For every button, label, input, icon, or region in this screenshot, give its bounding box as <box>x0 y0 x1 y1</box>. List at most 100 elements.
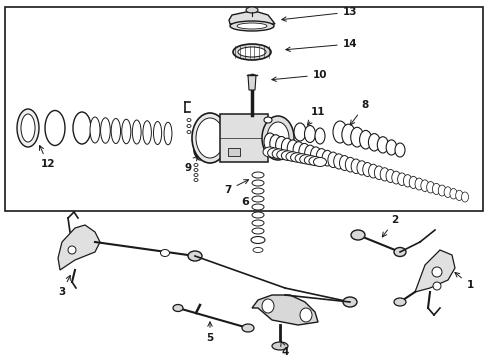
Ellipse shape <box>304 126 316 143</box>
Ellipse shape <box>386 170 395 183</box>
Ellipse shape <box>315 128 325 144</box>
Ellipse shape <box>294 123 306 141</box>
Text: 10: 10 <box>272 70 327 81</box>
Ellipse shape <box>395 143 405 157</box>
Bar <box>228 148 240 156</box>
Ellipse shape <box>357 161 367 175</box>
Ellipse shape <box>333 121 347 143</box>
Ellipse shape <box>164 122 172 145</box>
Ellipse shape <box>264 133 276 151</box>
Ellipse shape <box>363 162 372 176</box>
Ellipse shape <box>275 136 287 154</box>
Text: 8: 8 <box>350 100 368 125</box>
Ellipse shape <box>173 305 183 311</box>
Ellipse shape <box>230 21 274 31</box>
Ellipse shape <box>409 176 417 189</box>
Ellipse shape <box>194 168 198 171</box>
Ellipse shape <box>233 44 271 60</box>
Ellipse shape <box>343 297 357 307</box>
Ellipse shape <box>270 135 282 153</box>
Ellipse shape <box>397 173 406 185</box>
Ellipse shape <box>432 267 442 277</box>
Text: 6: 6 <box>241 197 249 207</box>
Ellipse shape <box>277 150 291 159</box>
Ellipse shape <box>360 130 372 149</box>
Ellipse shape <box>462 192 468 202</box>
Ellipse shape <box>143 121 151 144</box>
Ellipse shape <box>194 163 198 166</box>
Polygon shape <box>229 12 275 24</box>
Ellipse shape <box>188 251 202 261</box>
Ellipse shape <box>433 282 441 290</box>
Text: 7: 7 <box>224 180 248 195</box>
Ellipse shape <box>242 324 254 332</box>
Ellipse shape <box>334 154 344 169</box>
Ellipse shape <box>300 155 313 164</box>
Ellipse shape <box>45 111 65 145</box>
Ellipse shape <box>251 237 265 243</box>
Ellipse shape <box>300 308 312 322</box>
Polygon shape <box>252 295 318 325</box>
Ellipse shape <box>281 151 295 161</box>
Ellipse shape <box>272 149 286 159</box>
Text: 1: 1 <box>455 273 474 290</box>
Ellipse shape <box>392 171 400 184</box>
Text: 11: 11 <box>307 107 325 125</box>
Ellipse shape <box>192 113 228 163</box>
Ellipse shape <box>252 228 264 234</box>
Text: 4: 4 <box>281 341 289 357</box>
Polygon shape <box>248 75 256 90</box>
Ellipse shape <box>322 150 333 166</box>
Ellipse shape <box>252 172 264 178</box>
Ellipse shape <box>291 153 304 162</box>
Ellipse shape <box>267 122 289 154</box>
Ellipse shape <box>415 178 423 190</box>
Ellipse shape <box>21 114 35 142</box>
Ellipse shape <box>374 166 384 180</box>
Ellipse shape <box>403 175 412 187</box>
Ellipse shape <box>253 248 263 252</box>
Ellipse shape <box>68 246 76 254</box>
Ellipse shape <box>153 122 162 144</box>
Ellipse shape <box>73 112 91 144</box>
Ellipse shape <box>262 299 274 313</box>
Ellipse shape <box>194 174 198 176</box>
Ellipse shape <box>262 116 294 160</box>
Ellipse shape <box>264 117 272 123</box>
Ellipse shape <box>187 131 191 134</box>
Ellipse shape <box>351 127 364 147</box>
Ellipse shape <box>196 118 224 158</box>
Ellipse shape <box>456 190 463 201</box>
Bar <box>5 7 483 211</box>
Ellipse shape <box>252 212 264 218</box>
Ellipse shape <box>394 298 406 306</box>
Ellipse shape <box>394 248 406 256</box>
Ellipse shape <box>272 342 288 350</box>
Ellipse shape <box>132 120 141 144</box>
Ellipse shape <box>421 180 429 192</box>
Text: 3: 3 <box>58 275 70 297</box>
Ellipse shape <box>311 147 321 163</box>
Ellipse shape <box>268 148 281 158</box>
Ellipse shape <box>444 187 451 198</box>
Text: 2: 2 <box>382 215 399 237</box>
Ellipse shape <box>450 189 457 199</box>
Ellipse shape <box>351 230 365 240</box>
Ellipse shape <box>194 179 198 181</box>
Ellipse shape <box>287 140 298 157</box>
Text: 13: 13 <box>282 7 357 21</box>
Ellipse shape <box>252 196 264 202</box>
Ellipse shape <box>304 156 318 165</box>
Ellipse shape <box>305 145 316 162</box>
Ellipse shape <box>122 119 131 144</box>
Ellipse shape <box>438 185 446 196</box>
Ellipse shape <box>161 249 170 256</box>
Ellipse shape <box>342 124 355 145</box>
Ellipse shape <box>237 23 267 29</box>
Polygon shape <box>58 225 100 270</box>
Ellipse shape <box>246 7 258 13</box>
Ellipse shape <box>100 118 110 143</box>
Ellipse shape <box>252 204 264 210</box>
Ellipse shape <box>187 125 191 127</box>
Text: 14: 14 <box>286 39 357 51</box>
